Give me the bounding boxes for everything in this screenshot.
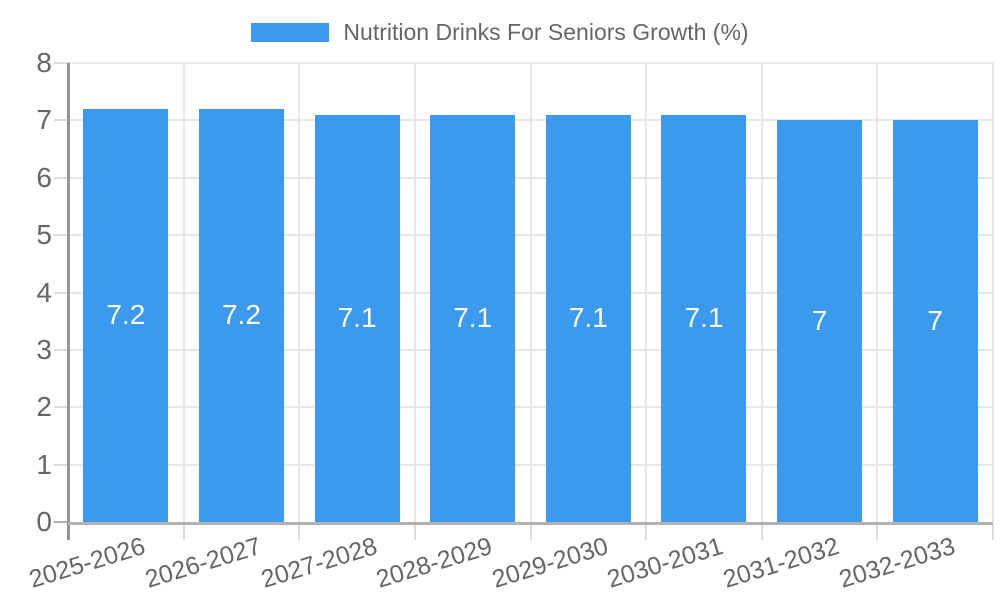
y-axis-tick — [54, 348, 68, 351]
bar[interactable] — [430, 114, 516, 522]
bar[interactable] — [661, 114, 747, 522]
gridline-vertical — [529, 63, 532, 522]
x-tick-label: 2032-2033 — [835, 532, 959, 594]
y-axis-tick — [54, 291, 68, 294]
y-axis-tick — [54, 62, 68, 64]
x-axis-tick — [992, 525, 994, 540]
y-tick-label: 2 — [36, 391, 52, 423]
x-axis-tick — [876, 525, 879, 540]
x-axis-tick — [413, 525, 416, 540]
x-axis-tick — [529, 525, 532, 540]
y-tick-label: 6 — [36, 161, 52, 193]
y-tick-label: 3 — [36, 333, 52, 365]
x-axis-tick — [182, 525, 185, 540]
bar[interactable] — [777, 120, 863, 522]
x-tick-label: 2025-2026 — [26, 532, 149, 594]
gridline-vertical — [876, 63, 879, 522]
y-tick-label: 0 — [36, 506, 52, 537]
legend-label: Nutrition Drinks For Seniors Growth (%) — [343, 18, 749, 45]
y-tick-label: 4 — [36, 276, 52, 308]
bar[interactable] — [892, 120, 978, 522]
bar[interactable] — [198, 108, 284, 522]
bar[interactable] — [545, 114, 631, 522]
gridline-vertical — [992, 63, 994, 522]
gridline-vertical — [645, 63, 648, 522]
y-axis-tick — [54, 406, 68, 409]
x-axis-tick — [645, 525, 648, 540]
gridline-vertical — [760, 63, 763, 522]
x-tick-label: 2029-2030 — [488, 532, 612, 594]
y-tick-label: 7 — [36, 104, 52, 136]
x-tick-label: 2026-2027 — [141, 532, 265, 594]
y-axis-tick — [54, 463, 68, 466]
y-axis-line — [66, 63, 70, 540]
x-axis-tick — [298, 525, 301, 540]
x-tick-label: 2027-2028 — [257, 532, 380, 594]
gridline-vertical — [182, 63, 185, 522]
y-axis-tick — [54, 521, 68, 523]
y-axis-tick — [54, 176, 68, 179]
y-axis-tick — [54, 234, 68, 237]
gridline-vertical — [413, 63, 416, 522]
y-axis-tick — [54, 119, 68, 122]
x-tick-label: 2028-2029 — [373, 532, 496, 594]
x-axis-line — [68, 522, 993, 525]
y-tick-label: 5 — [36, 219, 52, 251]
legend-swatch — [251, 22, 330, 42]
x-tick-label: 2031-2032 — [719, 532, 843, 594]
legend-item[interactable]: Nutrition Drinks For Seniors Growth (%) — [0, 13, 1000, 51]
gridline-vertical — [298, 63, 301, 522]
y-tick-label: 8 — [36, 47, 52, 78]
x-tick-label: 2030-2031 — [604, 532, 727, 594]
y-tick-label: 1 — [36, 448, 52, 480]
bar[interactable] — [83, 108, 169, 522]
x-axis-tick — [760, 525, 763, 540]
bar[interactable] — [314, 114, 400, 522]
